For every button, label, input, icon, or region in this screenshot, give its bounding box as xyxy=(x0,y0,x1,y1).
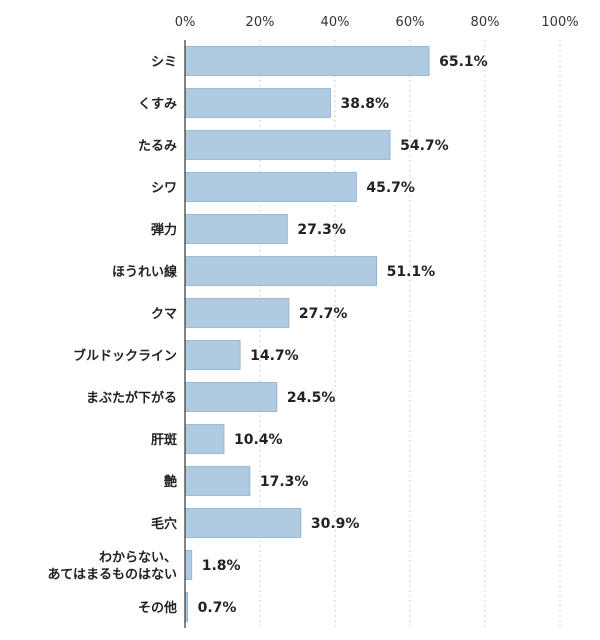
x-tick-label-60: 60% xyxy=(396,15,425,30)
x-tick-label-0: 0% xyxy=(175,15,196,30)
value-labels: 65.1% 38.8% 54.7% 45.7% 27.3% 51.1% 27.7% 14.7%… xyxy=(198,54,488,616)
category-label-6: クマ xyxy=(151,307,177,322)
category-label-8: まぶたが下がる xyxy=(86,390,177,406)
bars xyxy=(184,46,430,622)
bar-1 xyxy=(184,88,331,118)
category-label-4: 弾力 xyxy=(151,222,177,238)
value-label-9: 10.4% xyxy=(234,432,283,448)
bar-6 xyxy=(184,298,290,328)
value-label-0: 65.1% xyxy=(439,54,488,70)
category-label-1: くすみ xyxy=(138,97,177,112)
category-label-10: 艶 xyxy=(164,474,177,490)
value-label-11: 30.9% xyxy=(311,516,360,532)
bar-7 xyxy=(184,340,241,370)
x-tick-label-40: 40% xyxy=(321,15,350,30)
bar-5 xyxy=(184,256,378,286)
bar-2 xyxy=(184,130,391,160)
value-label-1: 38.8% xyxy=(341,96,390,112)
x-axis-ticks: 0% 20% 40% 60% 80% 100% xyxy=(175,15,579,30)
bar-8 xyxy=(184,382,278,412)
bar-12 xyxy=(184,550,193,580)
value-label-3: 45.7% xyxy=(366,180,415,196)
bar-10 xyxy=(184,466,251,496)
bar-11 xyxy=(184,508,302,538)
value-label-8: 24.5% xyxy=(287,390,336,406)
category-label-5: ほうれい線 xyxy=(112,264,178,280)
x-tick-label-100: 100% xyxy=(541,15,578,30)
grid-lines xyxy=(259,40,561,628)
x-tick-label-20: 20% xyxy=(246,15,275,30)
bar-4 xyxy=(184,214,288,244)
category-label-9: 肝斑 xyxy=(151,432,177,448)
category-label-3: シワ xyxy=(151,181,177,196)
bar-3 xyxy=(184,172,357,202)
value-label-13: 0.7% xyxy=(198,600,237,616)
category-label-7: ブルドックライン xyxy=(73,348,177,364)
value-label-2: 54.7% xyxy=(400,138,449,154)
value-label-12: 1.8% xyxy=(202,558,241,574)
value-label-7: 14.7% xyxy=(250,348,299,364)
category-label-12: わからない、あてはまるものはない xyxy=(48,551,177,583)
category-label-13: その他 xyxy=(138,600,177,616)
value-label-4: 27.3% xyxy=(297,222,346,238)
category-label-2: たるみ xyxy=(138,139,177,154)
value-label-5: 51.1% xyxy=(387,264,436,280)
bar-9 xyxy=(184,424,225,454)
value-label-6: 27.7% xyxy=(299,306,348,322)
value-label-10: 17.3% xyxy=(260,474,309,490)
category-labels: シミくすみたるみシワ弾力ほうれい線クマブルドックラインまぶたが下がる肝斑艶毛穴わ… xyxy=(48,55,178,616)
bar-0 xyxy=(184,46,430,76)
x-tick-label-80: 80% xyxy=(471,15,500,30)
category-label-0: シミ xyxy=(151,55,177,70)
category-label-11: 毛穴 xyxy=(151,516,177,532)
